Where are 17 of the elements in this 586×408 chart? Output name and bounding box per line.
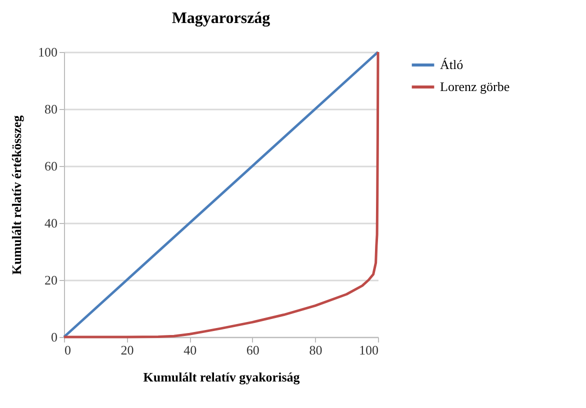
x-tick-label: 100 (359, 342, 378, 358)
y-tick-label: 0 (51, 330, 58, 344)
x-axis-title: Kumulált relatív gyakoriság (143, 370, 300, 384)
y-tick-label: 80 (44, 102, 58, 116)
y-tick-label: 60 (44, 158, 58, 174)
x-tick-label: 60 (246, 342, 260, 358)
y-tick-label: 20 (44, 272, 58, 288)
x-tick-label: 20 (120, 342, 134, 358)
y-tick-label: 100 (38, 44, 58, 60)
chart-title: Magyarország (172, 10, 270, 27)
legend-label: Átló (440, 57, 464, 72)
x-tick-label: 40 (184, 342, 197, 358)
y-tick-label: 40 (44, 216, 58, 230)
y-axis-title: Kumulált relatív értékösszeg (9, 114, 24, 275)
x-tick-label: 80 (309, 342, 322, 358)
x-tick-label: 0 (64, 342, 71, 358)
legend-label: Lorenz görbe (440, 79, 510, 94)
